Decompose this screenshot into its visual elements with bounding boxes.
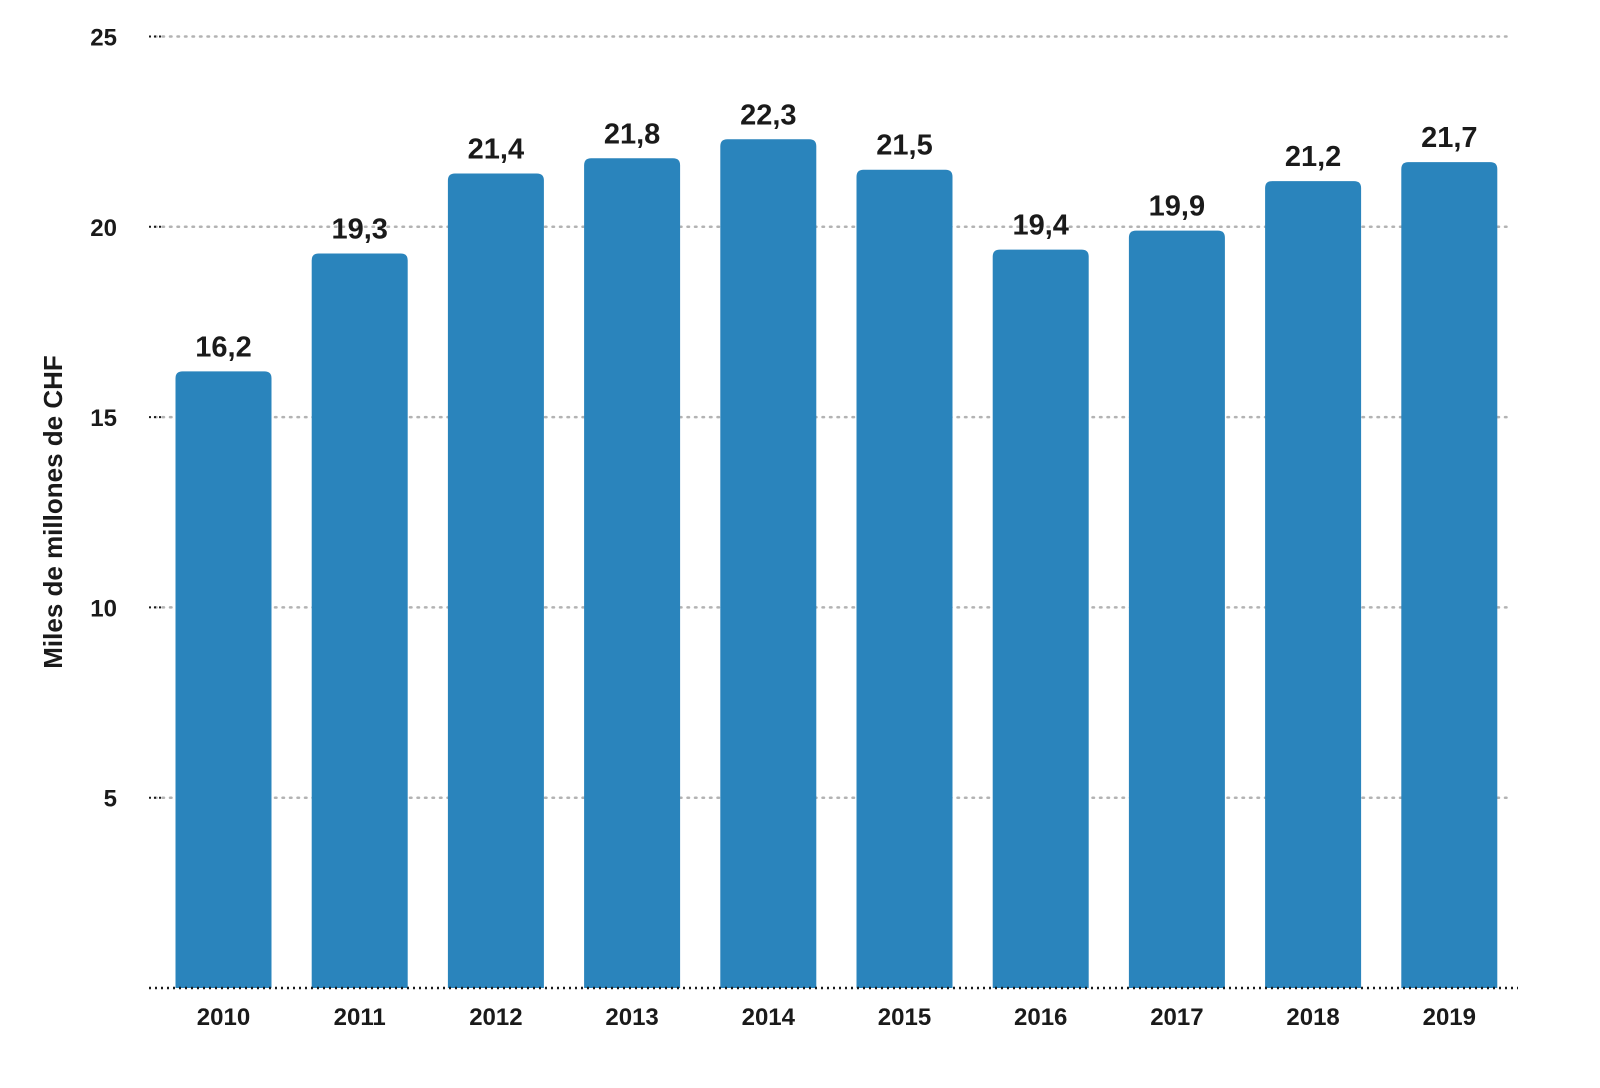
bar-2011 <box>311 253 408 988</box>
x-tick-label-2018: 2018 <box>1286 1004 1339 1031</box>
bar-2016 <box>992 249 1089 989</box>
y-tick-label: 5 <box>104 786 117 813</box>
x-tick-label-2013: 2013 <box>605 1004 658 1031</box>
bar-2014 <box>720 139 817 989</box>
bar-2012 <box>447 173 544 989</box>
value-label-2012: 21,4 <box>468 134 524 166</box>
value-label-2014: 22,3 <box>740 99 796 131</box>
x-tick-label-2015: 2015 <box>878 1004 931 1031</box>
x-tick-label-2014: 2014 <box>742 1004 796 1031</box>
bar-2010 <box>175 371 272 989</box>
bar-2017 <box>1128 230 1225 988</box>
value-label-2018: 21,2 <box>1285 141 1341 173</box>
x-tick-label-2017: 2017 <box>1150 1004 1203 1031</box>
value-label-2011: 19,3 <box>331 213 387 245</box>
x-tick-label-2012: 2012 <box>469 1004 522 1031</box>
data-labels: 16,2 19,3 21,4 21,8 22,3 21,5 19,4 19,9 21,2 21,7 <box>195 99 1477 363</box>
bars <box>175 139 1498 989</box>
y-tick-label: 25 <box>90 25 117 52</box>
value-label-2013: 21,8 <box>604 118 660 150</box>
bar-2018 <box>1265 181 1362 989</box>
y-tick-label: 20 <box>90 215 117 242</box>
x-tick-label-2011: 2011 <box>334 1004 386 1031</box>
x-tick-label-2016: 2016 <box>1014 1004 1067 1031</box>
value-label-2019: 21,7 <box>1421 122 1477 154</box>
value-label-2010: 16,2 <box>195 331 251 363</box>
value-label-2015: 21,5 <box>876 130 932 162</box>
x-tick-label-2010: 2010 <box>197 1004 250 1031</box>
value-label-2016: 19,4 <box>1012 210 1068 242</box>
x-tick-label-2019: 2019 <box>1423 1004 1476 1031</box>
y-axis-title: Miles de millones de CHF <box>38 355 68 669</box>
y-tick-label: 10 <box>90 595 117 622</box>
bar-2013 <box>584 158 681 989</box>
axes: 5 10 15 20 25 2010 2011 2012 2013 2014 2015 2016 201… <box>90 25 1518 1031</box>
value-label-2017: 19,9 <box>1149 191 1205 223</box>
bar-2015 <box>856 169 953 988</box>
y-tick-label: 15 <box>90 405 117 432</box>
bar-2019 <box>1401 162 1498 988</box>
